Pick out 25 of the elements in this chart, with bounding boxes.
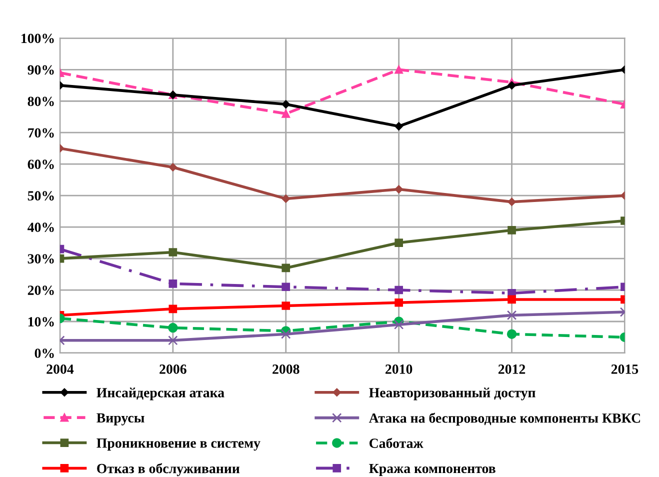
y-tick-label: 80% — [28, 96, 54, 106]
x-tick-label: 2015 — [611, 364, 638, 374]
x-tick-label: 2010 — [386, 364, 412, 374]
legend-label: Проникновение в систему — [96, 438, 260, 451]
y-tick-label: 70% — [28, 128, 54, 138]
x-tick-label: 2008 — [272, 364, 300, 374]
y-tick-label: 10% — [28, 317, 54, 326]
legend-label: Вирусы — [96, 413, 144, 426]
legend-label: Саботаж — [369, 438, 424, 448]
y-tick-label: 100% — [22, 34, 54, 44]
y-tick-label: 0% — [34, 348, 54, 358]
y-tick-label: 30% — [28, 254, 54, 264]
legend-label: Кража компонентов — [369, 464, 496, 476]
legend-label: Атака на беспроводные компоненты КВКС — [368, 412, 640, 426]
x-tick-label: 2006 — [160, 364, 186, 374]
legend-label: Инсайдерская атака — [96, 388, 224, 400]
y-tick-label: 40% — [28, 222, 54, 232]
x-tick-label: 2012 — [498, 364, 526, 374]
y-tick-label: 90% — [28, 65, 54, 75]
y-tick-label: 50% — [28, 191, 54, 201]
y-tick-label: 20% — [28, 286, 54, 296]
x-tick-label: 2004 — [46, 364, 74, 374]
y-tick-label: 60% — [28, 160, 54, 170]
legend-label: Неавторизованный доступ — [369, 388, 536, 400]
legend-label: Отказ в обслуживании — [97, 463, 240, 476]
